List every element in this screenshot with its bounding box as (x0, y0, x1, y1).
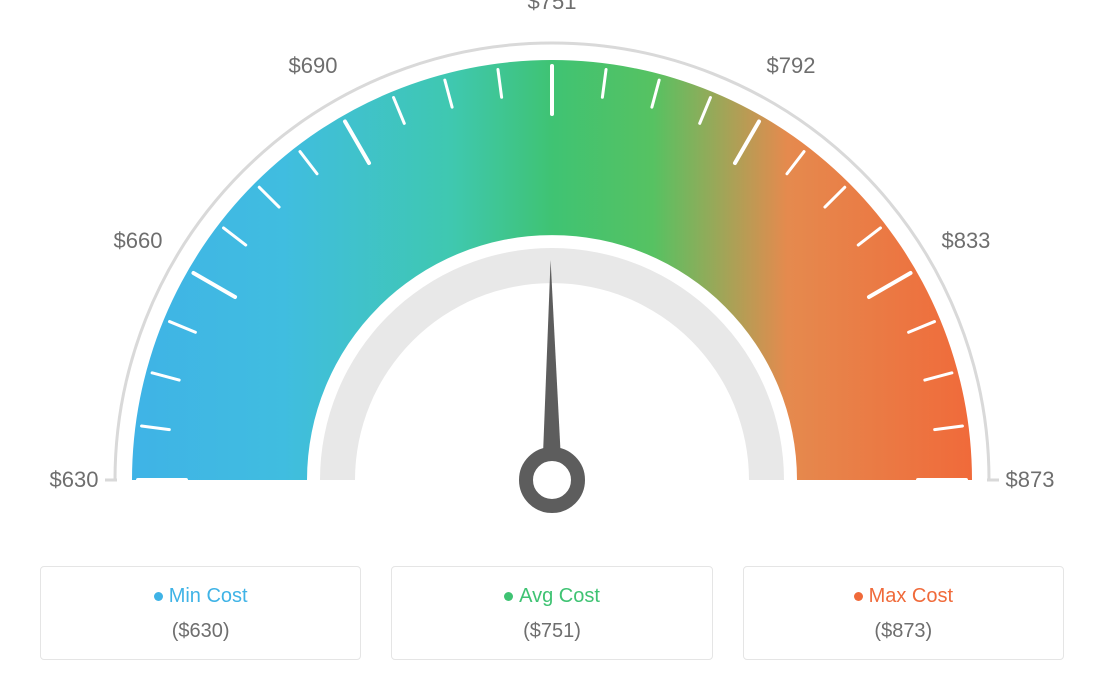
gauge-tick-label: $873 (1006, 467, 1055, 493)
legend-card-avg: Avg Cost ($751) (391, 566, 712, 660)
gauge-needle-hub (526, 454, 578, 506)
dot-icon (504, 592, 513, 601)
gauge-tick-label: $660 (114, 228, 163, 254)
legend-title-min: Min Cost (51, 585, 350, 608)
legend-row: Min Cost ($630) Avg Cost ($751) Max Cost… (40, 566, 1064, 660)
gauge-tick-label: $690 (289, 53, 338, 79)
dot-icon (154, 592, 163, 601)
dot-icon (854, 592, 863, 601)
gauge-tick-label: $833 (941, 228, 990, 254)
gauge-tick-label: $751 (528, 0, 577, 15)
gauge-tick-label: $630 (50, 467, 99, 493)
legend-card-max: Max Cost ($873) (743, 566, 1064, 660)
gauge-svg (0, 0, 1104, 560)
gauge-tick-label: $792 (767, 53, 816, 79)
legend-label-avg: Avg Cost (519, 585, 600, 607)
legend-card-min: Min Cost ($630) (40, 566, 361, 660)
legend-label-max: Max Cost (869, 585, 953, 607)
legend-title-max: Max Cost (754, 585, 1053, 608)
gauge-chart: $630 $660 $690 $751 $792 $833 $873 (0, 0, 1104, 560)
legend-label-min: Min Cost (169, 585, 248, 607)
legend-title-avg: Avg Cost (402, 585, 701, 608)
legend-value-avg: ($751) (402, 620, 701, 643)
legend-value-min: ($630) (51, 620, 350, 643)
legend-value-max: ($873) (754, 620, 1053, 643)
